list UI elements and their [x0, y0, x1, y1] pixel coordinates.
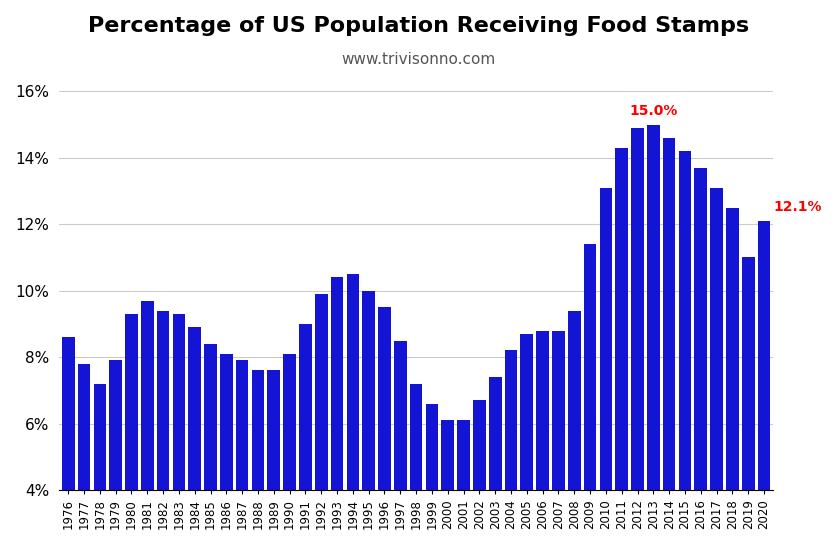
Bar	[425, 404, 438, 544]
Bar	[220, 354, 232, 544]
Bar	[456, 420, 469, 544]
Bar	[614, 148, 627, 544]
Text: www.trivisonno.com: www.trivisonno.com	[341, 52, 495, 67]
Bar	[268, 370, 280, 544]
Bar	[583, 244, 596, 544]
Bar	[710, 188, 722, 544]
Bar	[520, 334, 533, 544]
Bar	[630, 128, 643, 544]
Text: 12.1%: 12.1%	[772, 200, 821, 214]
Bar	[536, 331, 548, 544]
Bar	[725, 208, 738, 544]
Bar	[599, 188, 611, 544]
Bar	[62, 337, 74, 544]
Bar	[188, 327, 201, 544]
Bar	[472, 400, 485, 544]
Bar	[94, 384, 106, 544]
Bar	[694, 168, 706, 544]
Bar	[504, 350, 517, 544]
Bar	[568, 311, 580, 544]
Bar	[646, 125, 659, 544]
Bar	[488, 377, 501, 544]
Bar	[110, 361, 122, 544]
Bar	[298, 324, 311, 544]
Bar	[172, 314, 185, 544]
Bar	[283, 354, 296, 544]
Bar	[125, 314, 138, 544]
Bar	[552, 331, 564, 544]
Bar	[410, 384, 422, 544]
Bar	[156, 311, 169, 544]
Bar	[236, 361, 248, 544]
Bar	[378, 307, 390, 544]
Bar	[140, 301, 154, 544]
Text: 15.0%: 15.0%	[629, 104, 676, 118]
Bar	[330, 277, 343, 544]
Bar	[314, 294, 327, 544]
Bar	[204, 344, 217, 544]
Bar	[78, 364, 90, 544]
Bar	[362, 290, 375, 544]
Bar	[662, 138, 675, 544]
Bar	[741, 257, 753, 544]
Bar	[252, 370, 264, 544]
Bar	[678, 151, 691, 544]
Text: Percentage of US Population Receiving Food Stamps: Percentage of US Population Receiving Fo…	[88, 16, 748, 36]
Bar	[394, 341, 406, 544]
Bar	[346, 274, 359, 544]
Bar	[757, 221, 769, 544]
Bar	[441, 420, 453, 544]
